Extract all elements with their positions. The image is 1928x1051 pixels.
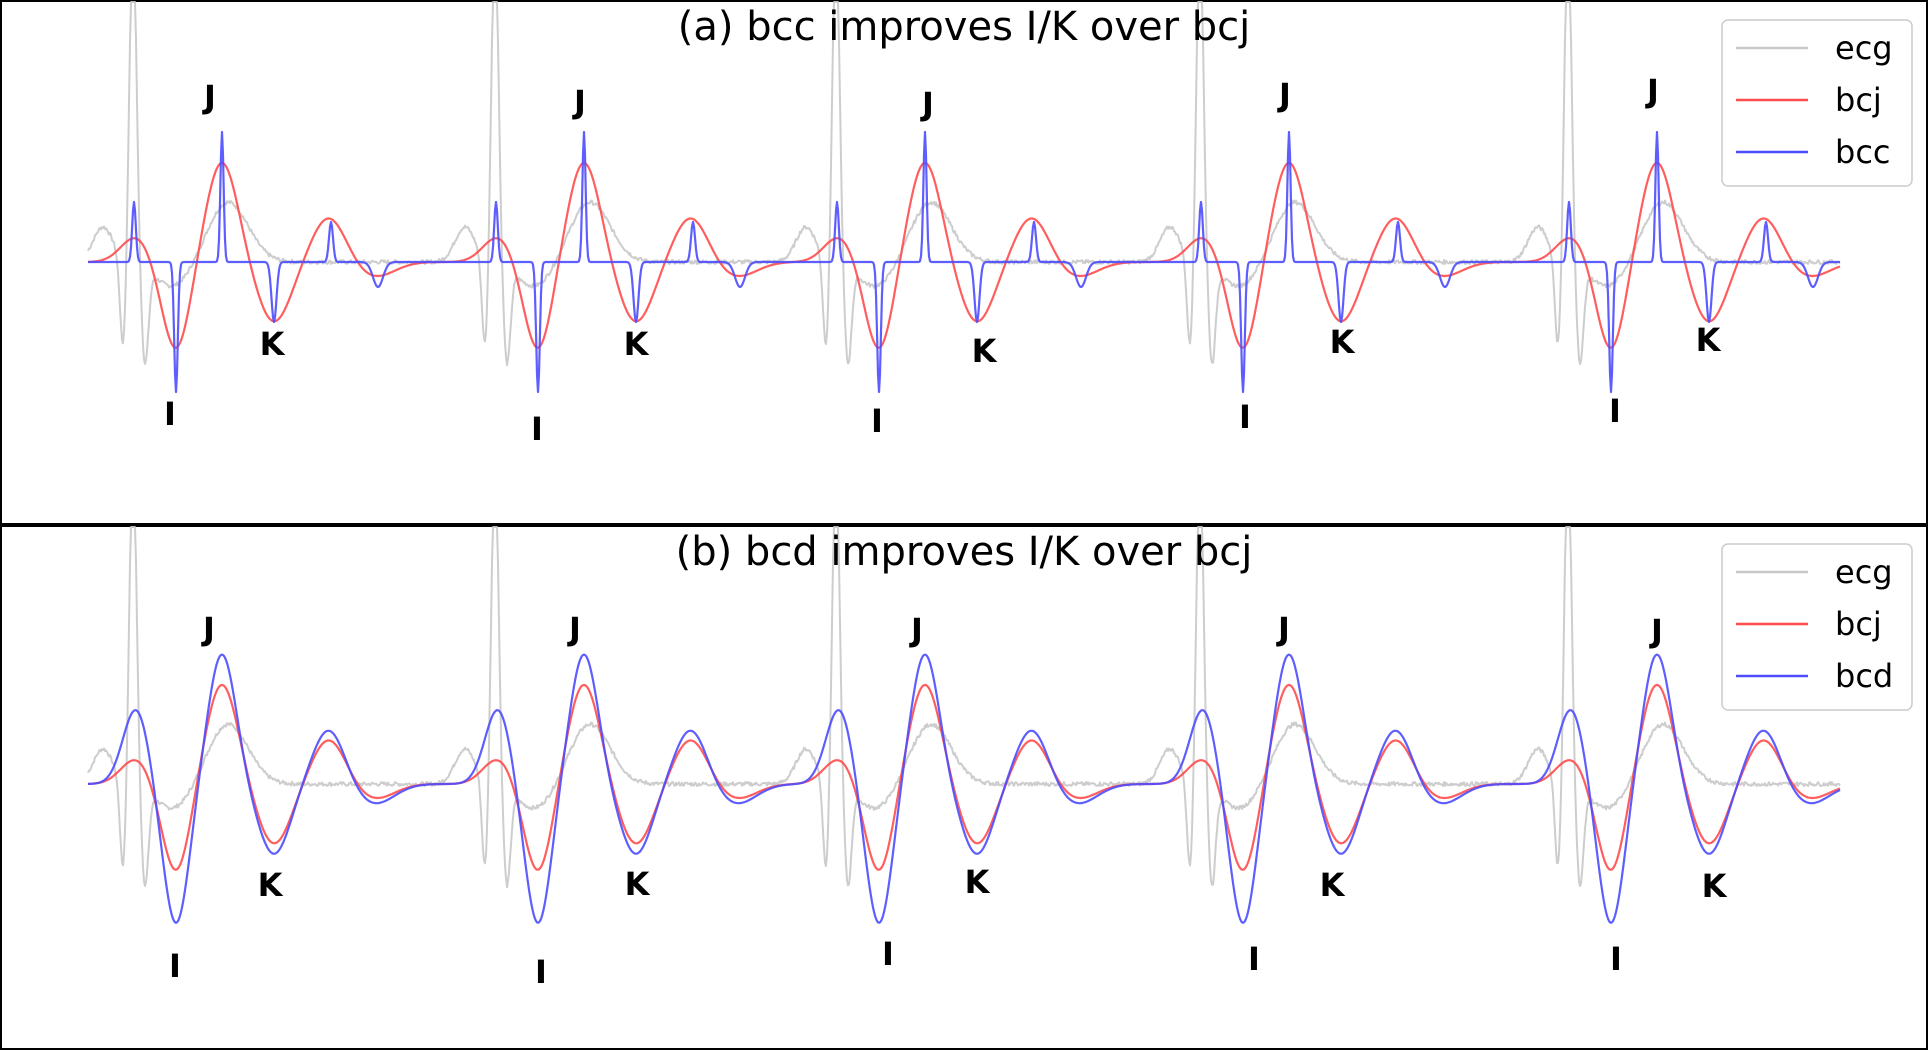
peak-label-i: I [531, 410, 543, 448]
ecg-series-line [87, 526, 1841, 889]
panel-a-legend-box [1721, 19, 1913, 187]
panel-a-title: (a) bcc improves I/K over bcj [678, 4, 1251, 50]
peak-label-j: J [1649, 612, 1663, 650]
bcc-series-line [87, 130, 1841, 394]
panel-b-peak-labels: J I K J I K J I K J I K J I K [169, 610, 1728, 991]
peak-label-k: K [965, 863, 991, 901]
ecg-series-line [87, 1, 1841, 367]
panel-a-peak-labels: J I K J I K J I K J I K J I K [164, 72, 1722, 448]
legend-bcj-label: bcj [1835, 605, 1882, 643]
bcj-series-line [87, 161, 1841, 349]
peak-label-i: I [1239, 398, 1251, 436]
panel-b-legend-box [1721, 543, 1913, 711]
peak-label-k: K [260, 325, 286, 363]
peak-label-j: J [572, 83, 586, 121]
peak-label-i: I [871, 402, 883, 440]
peak-label-j: J [920, 85, 934, 123]
peak-label-i: I [1610, 940, 1622, 978]
peak-label-k: K [625, 865, 651, 903]
peak-label-j: J [909, 611, 923, 649]
panel-a: (a) bcc improves I/K over bcj ecg bcj bc… [0, 0, 1928, 525]
bcj-series-line [87, 683, 1841, 871]
peak-label-k: K [258, 866, 284, 904]
peak-label-i: I [1248, 940, 1260, 978]
peak-label-k: K [1330, 323, 1356, 361]
peak-label-j: J [202, 78, 216, 116]
legend-ecg-label: ecg [1835, 553, 1893, 591]
panel-b-plot [87, 526, 1841, 924]
legend-bcc-label: bcc [1835, 133, 1891, 171]
peak-label-j: J [1277, 76, 1291, 114]
peak-label-k: K [1696, 321, 1722, 359]
panel-b: (b) bcd improves I/K over bcj ecg bcj bc… [0, 525, 1928, 1050]
legend-ecg-label: ecg [1835, 29, 1893, 67]
legend-bcd-label: bcd [1835, 657, 1893, 695]
bcd-series-line [87, 653, 1841, 924]
panel-b-legend: ecg bcj bcd [1721, 543, 1913, 711]
panel-b-frame [0, 525, 1928, 1050]
peak-label-j: J [567, 610, 581, 648]
peak-label-i: I [1609, 392, 1621, 430]
peak-label-i: I [882, 935, 894, 973]
panel-a-plot [87, 1, 1841, 394]
legend-bcj-label: bcj [1835, 81, 1882, 119]
panel-a-legend: ecg bcj bcc [1721, 19, 1913, 187]
peak-label-k: K [624, 325, 650, 363]
peak-label-k: K [1702, 867, 1728, 905]
peak-label-i: I [164, 395, 176, 433]
peak-label-j: J [201, 610, 215, 648]
peak-label-j: J [1645, 72, 1659, 110]
peak-label-i: I [169, 947, 181, 985]
panel-b-title: (b) bcd improves I/K over bcj [676, 529, 1253, 575]
peak-label-i: I [535, 953, 547, 991]
peak-label-k: K [972, 332, 998, 370]
peak-label-j: J [1276, 610, 1290, 648]
peak-label-k: K [1320, 866, 1346, 904]
